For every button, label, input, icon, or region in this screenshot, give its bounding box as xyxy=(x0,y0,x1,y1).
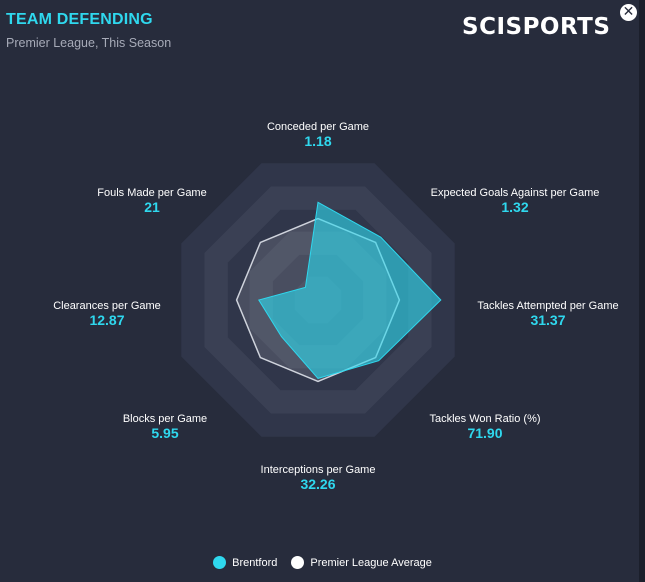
legend-swatch-team xyxy=(213,556,227,569)
axis-value: 32.26 xyxy=(300,476,335,492)
chart-legend: Brentford Premier League Average xyxy=(0,556,639,569)
close-icon[interactable]: ✕ xyxy=(620,4,637,21)
axis-value: 1.18 xyxy=(304,133,331,149)
axis-label: Clearances per Game xyxy=(53,300,161,312)
page-subtitle: Premier League, This Season xyxy=(6,36,172,50)
axis-label: Conceded per Game xyxy=(267,121,369,133)
axis-label: Expected Goals Against per Game xyxy=(431,187,600,199)
legend-swatch-average xyxy=(291,556,305,569)
series-brentford xyxy=(258,201,442,379)
axis-label: Blocks per Game xyxy=(123,413,207,425)
brand-logo: SCISPORTS xyxy=(462,14,611,40)
legend-label-average: Premier League Average xyxy=(310,556,432,569)
legend-label-team: Brentford xyxy=(232,556,278,569)
page-title: TEAM DEFENDING xyxy=(6,11,153,28)
axis-label: Interceptions per Game xyxy=(261,464,376,476)
radar-series xyxy=(235,201,442,383)
axis-label: Tackles Attempted per Game xyxy=(477,300,618,312)
axis-label: Fouls Made per Game xyxy=(97,187,206,199)
axis-value: 21 xyxy=(144,199,160,215)
axis-label: Tackles Won Ratio (%) xyxy=(429,413,540,425)
axis-value: 1.32 xyxy=(501,199,528,215)
legend-item-average[interactable]: Premier League Average xyxy=(291,556,432,569)
legend-item-team[interactable]: Brentford xyxy=(213,556,277,569)
axis-value: 12.87 xyxy=(89,312,124,328)
axis-value: 31.37 xyxy=(530,312,565,328)
axis-value: 5.95 xyxy=(151,425,178,441)
axis-value: 71.90 xyxy=(467,425,502,441)
